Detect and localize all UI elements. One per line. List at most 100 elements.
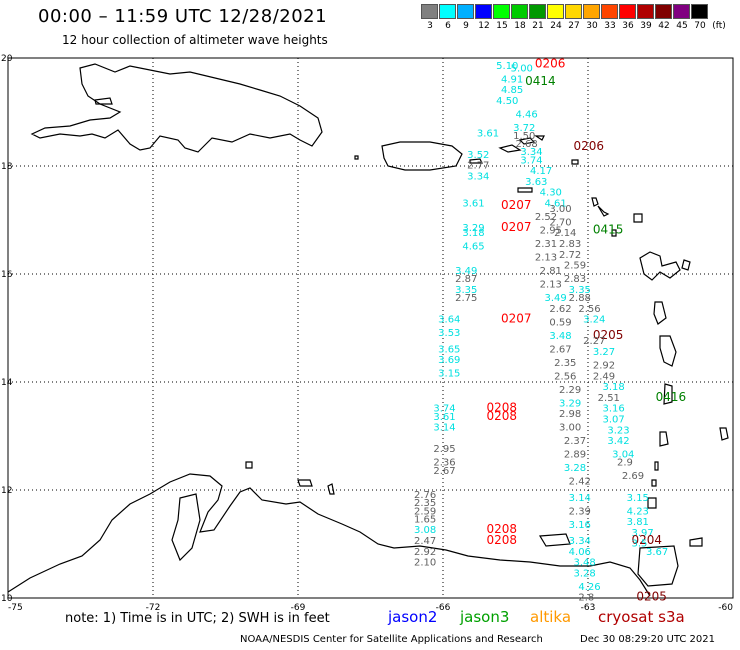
wave-height-label: 3.15 [627,493,649,504]
wave-height-label: 4.06 [569,547,591,558]
wave-height-label: 2.59 [564,261,586,272]
wave-height-label: 2.47 [414,536,436,547]
island-anguilla [571,159,579,165]
wave-height-label: 2.62 [549,304,571,315]
wave-height-label: 2.77 [467,161,489,172]
hispaniola-coast [30,63,323,153]
legend-label: 21 [532,21,544,31]
legend-swatch [565,4,582,19]
pass-time-label: 0208 [487,533,518,547]
pass-time-label: 0416 [656,390,687,404]
pass-time-label: 0205 [636,590,667,604]
wave-height-label: 2.70 [549,217,571,228]
wave-height-label: 3.61 [433,412,455,423]
wave-height-label: 3.42 [607,436,629,447]
pass-time-label: 0207 [501,220,532,234]
wave-height-label: 2.56 [578,304,600,315]
island-barbados [719,427,729,441]
island-tobago [689,537,703,547]
wave-height-label: 2.35 [414,498,436,509]
map-frame [7,57,734,599]
legend-label: 45 [676,21,688,31]
lon-tick-label: -75 [8,603,23,613]
credit-line: NOAA/NESDIS Center for Satellite Applica… [240,634,543,645]
wave-height-label: 2.67 [549,344,571,355]
legend-label: 33 [604,21,616,31]
wave-height-label: 3.23 [607,425,629,436]
pass-time-label: 0414 [525,74,556,88]
wave-height-label: 4.23 [627,506,649,517]
wave-height-label: 3.61 [477,128,499,139]
wave-height-label: 3.16 [569,520,591,531]
wave-height-label: 2.87 [455,274,477,285]
wave-height-label: 2.95 [540,226,562,237]
wave-height-label: 4.61 [545,199,567,210]
legend-swatch [691,4,708,19]
lake-maracaibo [171,493,201,562]
island-gonave [94,97,113,105]
wave-height-label: 3.34 [569,536,591,547]
wave-height-label: 3.29 [559,398,581,409]
coastlines [7,63,729,597]
lon-tick-label: -66 [436,603,451,613]
wave-height-label: 4.85 [501,85,523,96]
legend-label: 12 [478,21,490,31]
island-stkitts [591,197,610,217]
wave-height-label: 2.37 [564,436,586,447]
pass-time-label: 0208 [487,522,518,536]
wave-height-label: 3.67 [646,547,668,558]
legend-swatch [619,4,636,19]
lat-tick-label: 14 [1,378,13,388]
legend-swatch [511,4,528,19]
lat-tick-label: 18 [1,162,13,172]
wave-height-label: 2.51 [598,393,620,404]
wave-height-label: 3.14 [433,423,455,434]
wave-height-label: 3.07 [603,415,625,426]
legend-label: 39 [640,21,652,31]
island-mona [354,155,359,160]
legend-label: 24 [550,21,562,31]
wave-height-label: 3.97 [632,528,654,539]
lon-tick-label: -60 [718,603,733,613]
island-montserrat [611,229,617,237]
wave-height-label: 3.48 [549,331,571,342]
wave-height-label: 4.65 [462,242,484,253]
wave-height-label: 3.34 [467,172,489,183]
wave-height-label: 3.49 [455,266,477,277]
legend-label: 42 [658,21,670,31]
lon-tick-label: -63 [581,603,596,613]
wave-height-label: 2.81 [540,266,562,277]
legend-label: 27 [568,21,580,31]
wave-height-label: 2.75 [455,293,477,304]
island-grenada [647,497,657,509]
wave-height-label: 3.08 [414,525,436,536]
wave-height-label: 2.8 [578,593,594,604]
axis-tick-labels: -75 -72 -69 -66 -63 -60 20 18 16 14 12 10 [1,54,733,613]
south-america-coast [7,473,651,597]
legend-label: 36 [622,21,634,31]
wave-height-label: 2.98 [559,409,581,420]
legend-swatch [673,4,690,19]
wave-height-label: 4.17 [530,166,552,177]
island-aruba [245,461,253,469]
wave-height-label: 3.5 [632,539,648,550]
legend-label: 3 [427,21,433,31]
pass-time-label: 0415 [593,223,624,237]
wave-height-label: 3.14 [569,493,591,504]
legend-label: 70 [694,21,706,31]
legend-swatches [421,4,729,19]
wave-height-label: 2.95 [433,444,455,455]
pass-time-label: 0206 [574,139,605,153]
wave-height-label: 3.15 [438,369,460,380]
wave-height-label: 3.63 [525,177,547,188]
wave-height-label: 2.92 [593,361,615,372]
footer-note: note: 1) Time is in UTC; 2) SWH is in fe… [65,611,330,626]
wave-height-label: 2.14 [554,228,576,239]
pass-time-label: 0207 [501,312,532,326]
island-antigua [633,213,643,223]
legend-label: 30 [586,21,598,31]
legend-unit: (ft) [712,21,726,31]
wave-height-label: 3.24 [583,315,605,326]
wave-height-label: 2.76 [414,490,436,501]
